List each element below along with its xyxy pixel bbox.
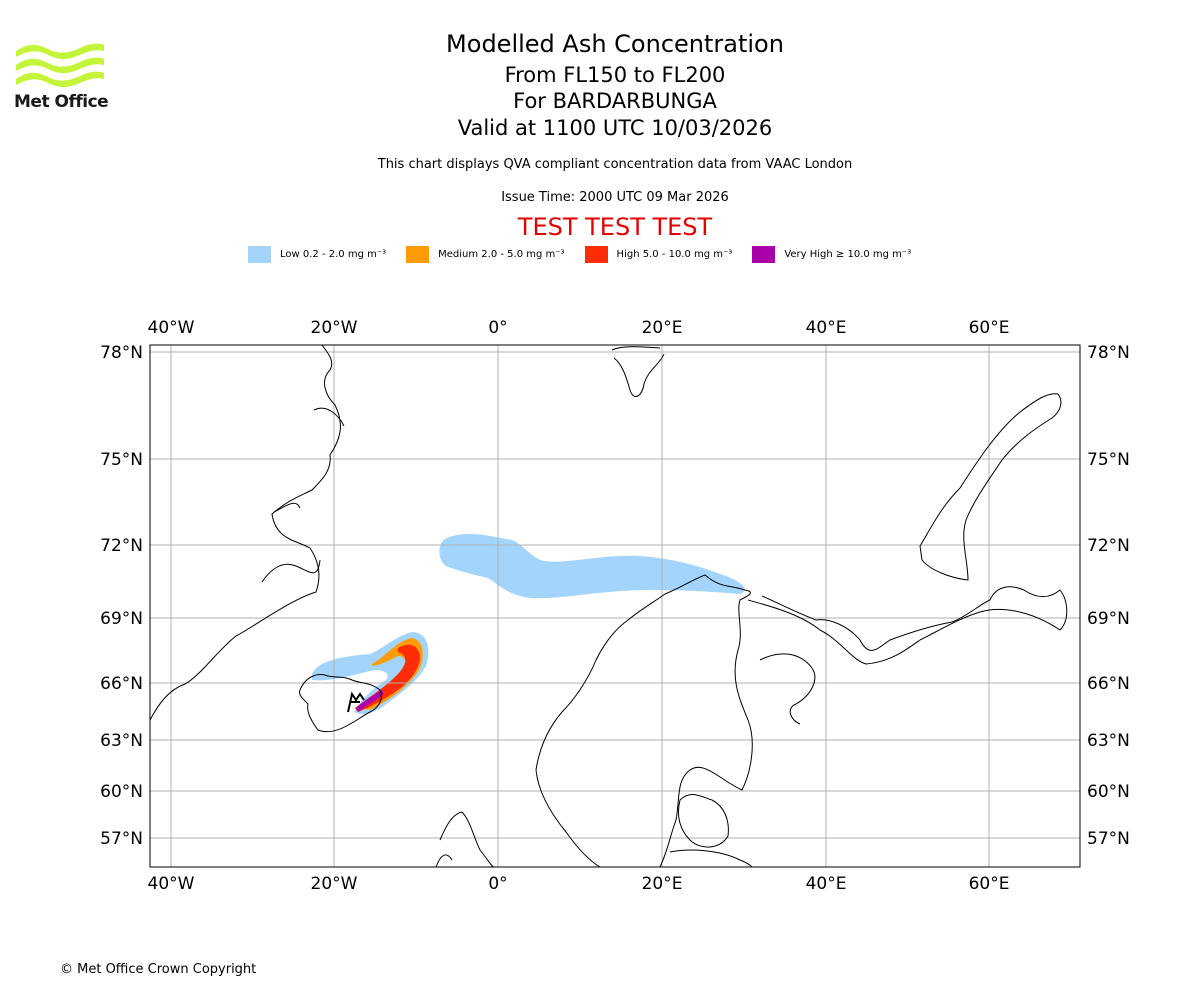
lon-label-top-60e: 60°E: [969, 318, 1010, 338]
lon-label-bottom-20e: 20°E: [642, 874, 683, 894]
lon-label-top-40w: 40°W: [148, 318, 195, 338]
concentration-legend: Low 0.2 - 2.0 mg m⁻³ Medium 2.0 - 5.0 mg…: [248, 244, 931, 264]
lat-label-left-69n: 69°N: [100, 609, 143, 629]
legend-swatch-high: [584, 245, 608, 263]
met-office-logo-text: Met Office: [14, 92, 109, 112]
copyright-notice: © Met Office Crown Copyright: [60, 962, 257, 977]
lat-label-right-75n: 75°N: [1087, 450, 1130, 470]
legend-swatch-medium: [406, 245, 430, 263]
lat-label-left-63n: 63°N: [100, 731, 143, 751]
lon-label-bottom-40w: 40°W: [148, 874, 195, 894]
lat-label-left-78n: 78°N: [100, 343, 143, 363]
coastline-svalbard: [611, 346, 665, 398]
lon-label-top-40e: 40°E: [806, 318, 847, 338]
legend-item-low: Low 0.2 - 2.0 mg m⁻³: [248, 245, 387, 263]
coastline-finland-russia: [747, 586, 1068, 665]
chart-title: Modelled Ash Concentration: [446, 30, 784, 58]
coastline-greenland-fjords: [261, 407, 345, 583]
issue-time: Issue Time: 2000 UTC 09 Mar 2026: [501, 190, 729, 205]
coastline-baltic: [669, 794, 753, 867]
legend-label-low: Low 0.2 - 2.0 mg m⁻³: [280, 248, 387, 260]
ash-area-low-north: [439, 534, 745, 599]
lon-label-top-0: 0°: [488, 318, 507, 338]
test-banner: TEST TEST TEST: [517, 213, 713, 241]
coastline-russia-white-sea: [759, 653, 816, 725]
legend-swatch-very-high: [752, 245, 776, 263]
legend-item-medium: Medium 2.0 - 5.0 mg m⁻³: [406, 245, 565, 263]
coastline-greenland: [150, 345, 341, 721]
ash-plume-very-high: [356, 690, 384, 712]
chart-description: This chart displays QVA compliant concen…: [377, 157, 853, 172]
lat-label-right-78n: 78°N: [1087, 343, 1130, 363]
volcano-name: For BARDARBUNGA: [513, 89, 717, 113]
coastlines: [150, 345, 1068, 867]
valid-time: Valid at 1100 UTC 10/03/2026: [457, 116, 773, 140]
coastline-iceland: [299, 674, 382, 733]
lat-label-left-66n: 66°N: [100, 674, 143, 694]
lat-label-left-60n: 60°N: [100, 782, 143, 802]
legend-label-very-high: Very High ≥ 10.0 mg m⁻³: [784, 248, 912, 260]
map-frame: [149, 344, 1081, 868]
graticule: [150, 345, 1080, 867]
legend-label-high: High 5.0 - 10.0 mg m⁻³: [616, 248, 733, 260]
coastline-scandinavia: [535, 574, 753, 867]
volcano-marker-icon: [347, 691, 365, 713]
lat-label-left-72n: 72°N: [100, 536, 143, 556]
legend-label-medium: Medium 2.0 - 5.0 mg m⁻³: [438, 248, 565, 260]
lat-label-right-63n: 63°N: [1087, 731, 1130, 751]
lon-label-top-20w: 20°W: [311, 318, 358, 338]
flight-level-range: From FL150 to FL200: [504, 63, 726, 87]
lon-label-bottom-20w: 20°W: [311, 874, 358, 894]
lat-label-right-66n: 66°N: [1087, 674, 1130, 694]
lat-label-right-57n: 57°N: [1087, 829, 1130, 849]
legend-swatch-low: [248, 245, 271, 263]
legend-item-very-high: Very High ≥ 10.0 mg m⁻³: [752, 245, 912, 263]
coastline-british-isles: [435, 811, 495, 867]
legend-item-high: High 5.0 - 10.0 mg m⁻³: [584, 245, 733, 263]
lat-label-right-72n: 72°N: [1087, 536, 1130, 556]
coastline-novaya-zemlya: [919, 393, 1062, 581]
lat-label-left-75n: 75°N: [100, 450, 143, 470]
lon-label-bottom-60e: 60°E: [969, 874, 1010, 894]
lon-label-top-20e: 20°E: [642, 318, 683, 338]
lon-label-bottom-40e: 40°E: [806, 874, 847, 894]
lat-label-right-60n: 60°N: [1087, 782, 1130, 802]
lon-label-bottom-0: 0°: [488, 874, 507, 894]
met-office-logo-icon: [16, 43, 104, 88]
lat-label-left-57n: 57°N: [100, 829, 143, 849]
lat-label-right-69n: 69°N: [1087, 609, 1130, 629]
